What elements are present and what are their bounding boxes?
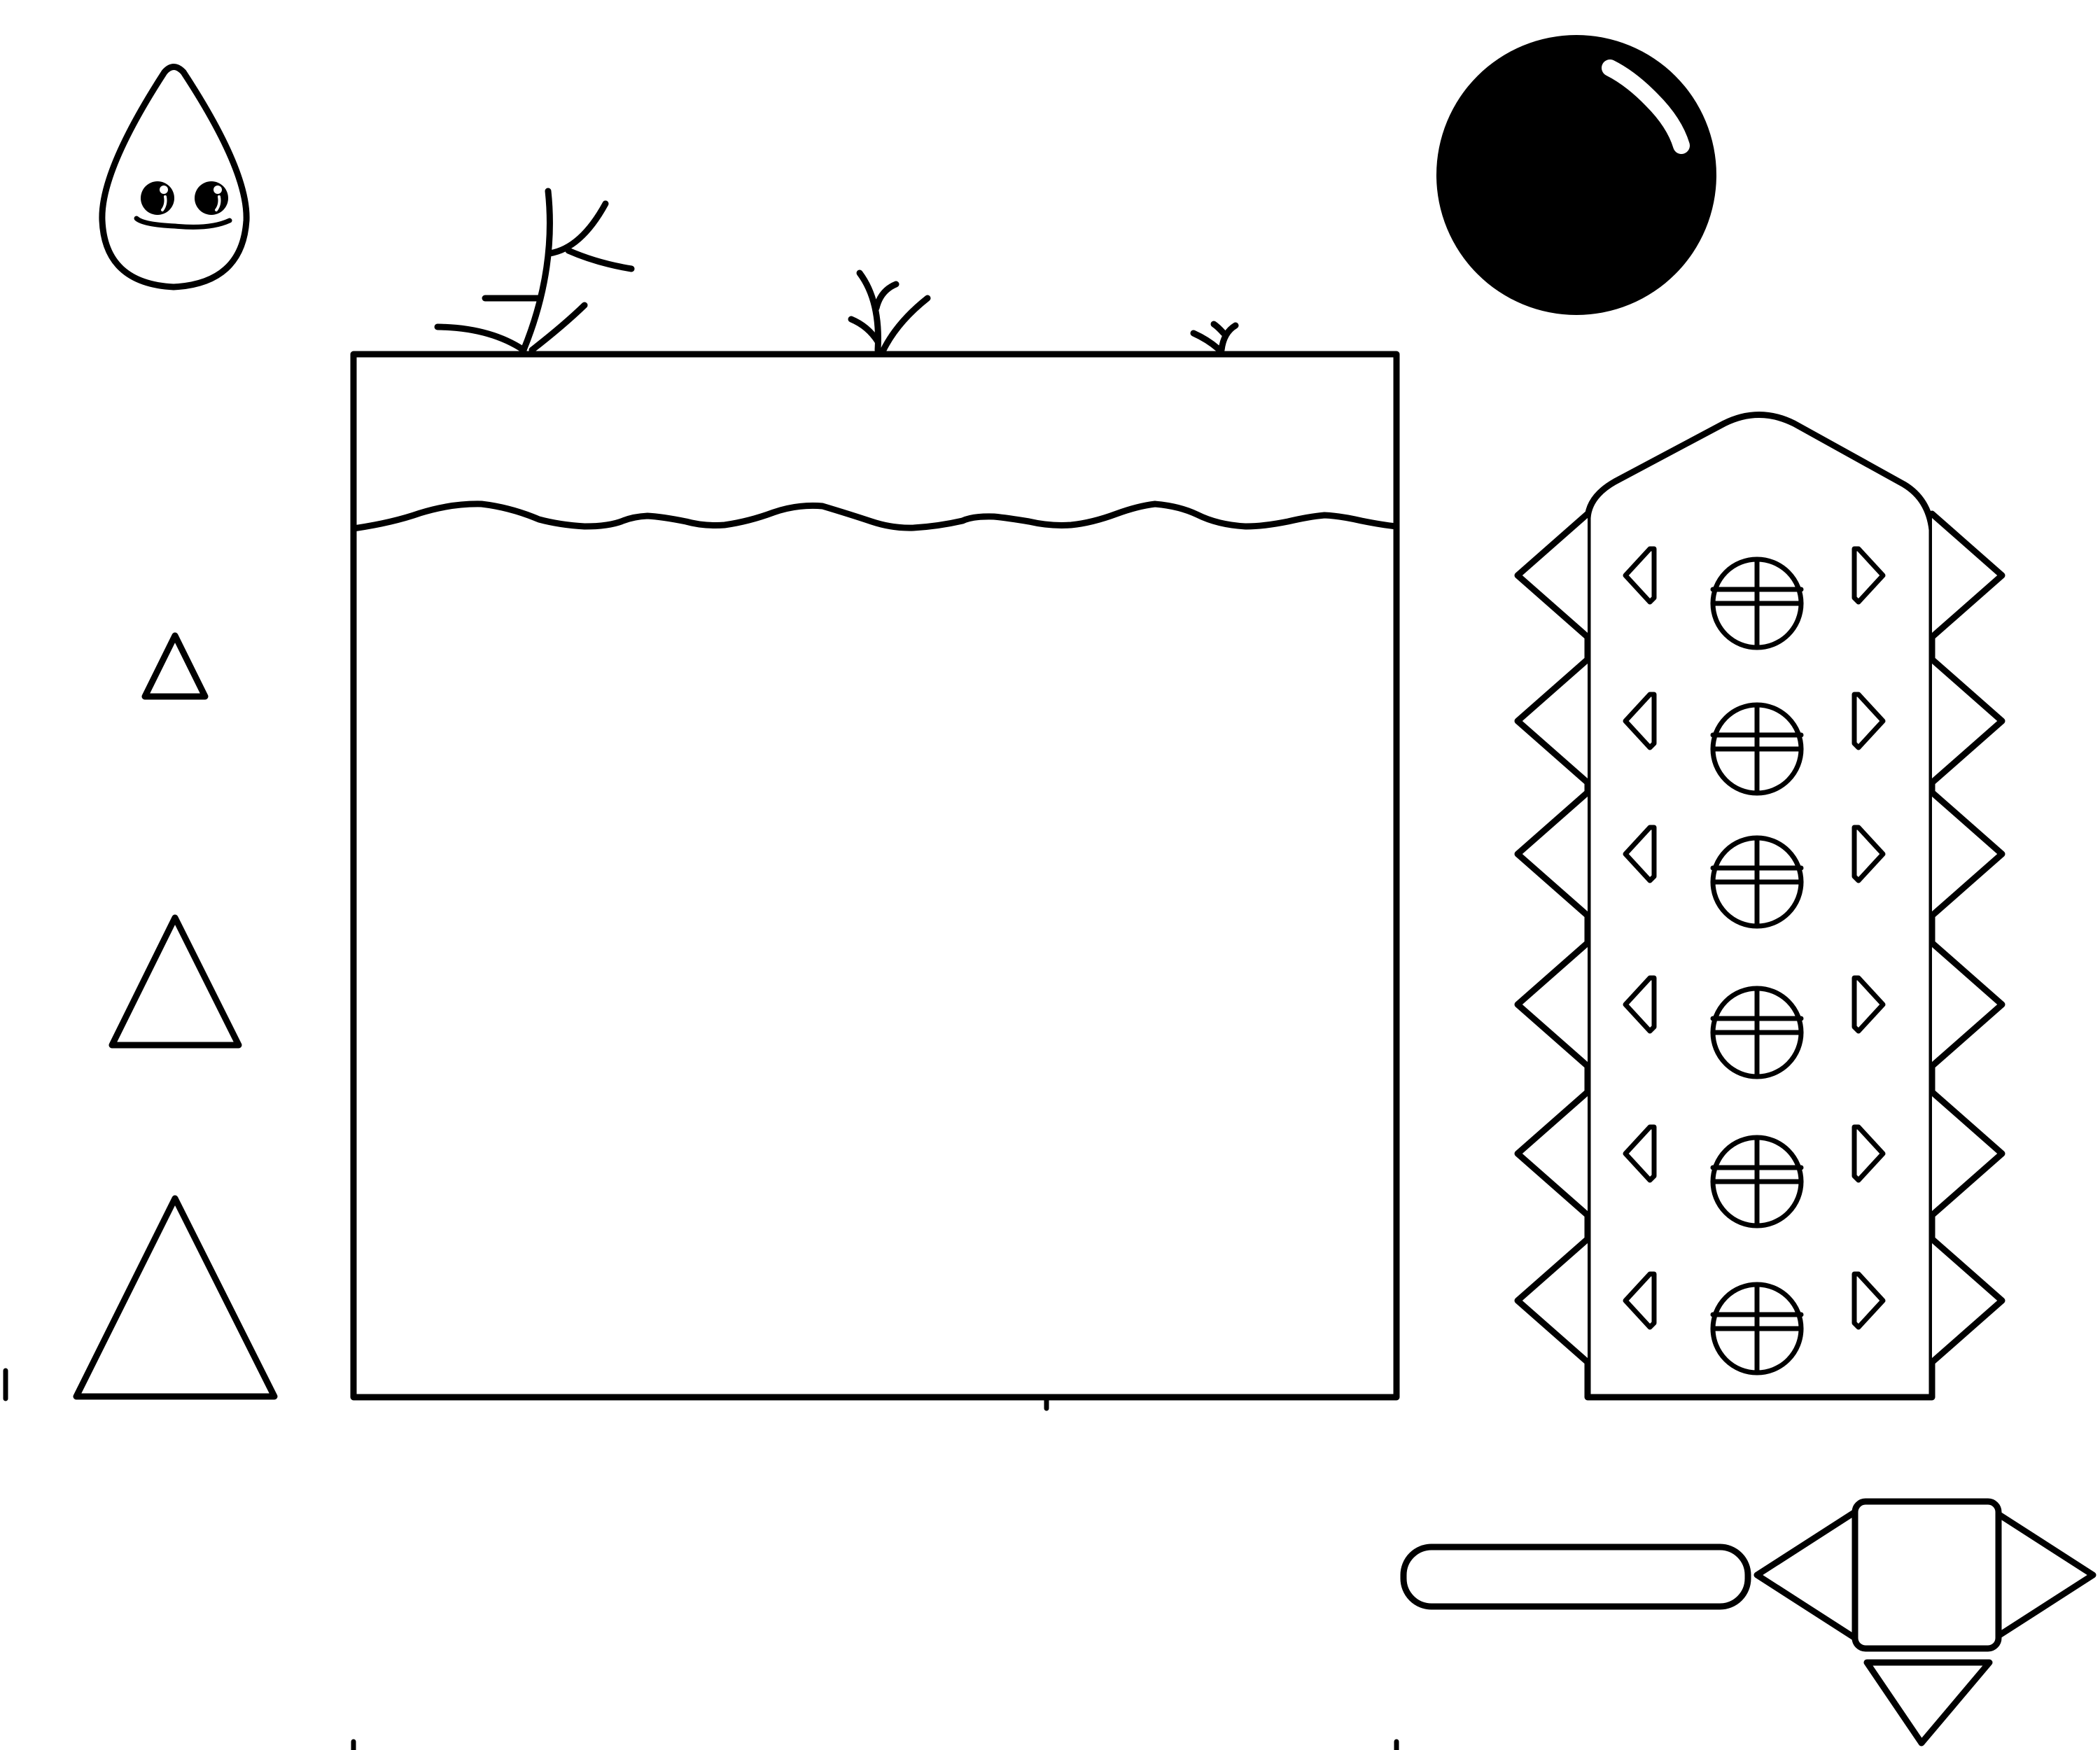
seedling-icon	[434, 188, 1239, 354]
tower-window-cross	[1710, 986, 1804, 1079]
tower-window-right	[1851, 975, 1886, 1034]
water-tank	[350, 351, 1400, 1401]
spiky-tower	[1514, 412, 2005, 1401]
tower-window-right	[1851, 1124, 1886, 1183]
tower-spike-left	[1514, 789, 1591, 919]
tower-spike-right	[1928, 789, 2005, 919]
black-ball-icon	[1436, 35, 1716, 315]
tower-window-cross	[1710, 835, 1804, 929]
tower-spike-right	[1928, 939, 2005, 1070]
tower-window-right	[1851, 692, 1886, 750]
tower-window-left	[1623, 1124, 1657, 1183]
large-triangle	[73, 1195, 278, 1400]
tick-marks	[3, 1368, 1399, 1750]
tower-window-cross	[1710, 702, 1804, 796]
tower-spike-left	[1514, 1236, 1591, 1366]
arrow-cross-block	[1754, 1498, 2096, 1746]
tower-window-cross	[1710, 556, 1804, 650]
tower-spike-left	[1514, 939, 1591, 1070]
tower-window-right	[1851, 1271, 1886, 1330]
water-drop-icon	[99, 64, 250, 290]
pill-bar	[1400, 1544, 1751, 1610]
tower-window-left	[1623, 1271, 1657, 1330]
medium-triangle	[108, 914, 242, 1049]
tower-window-cross	[1710, 1135, 1804, 1228]
water-surface-wave	[350, 500, 1400, 532]
tower-spike-right	[1928, 1236, 2005, 1366]
tower-spike-left	[1514, 510, 1591, 640]
tower-spike-right	[1928, 656, 2005, 786]
tower-spike-left	[1514, 656, 1591, 786]
tower-window-left	[1623, 975, 1657, 1034]
tower-spike-right	[1928, 1088, 2005, 1219]
tower-window-left	[1623, 692, 1657, 750]
small-triangle	[141, 632, 209, 700]
tower-spike-left	[1514, 1088, 1591, 1219]
tower-window-right	[1851, 546, 1886, 605]
tower-window-left	[1623, 546, 1657, 605]
tower-window-left	[1623, 825, 1657, 883]
tower-window-cross	[1710, 1282, 1804, 1376]
tower-window-right	[1851, 825, 1886, 883]
tower-spike-right	[1928, 510, 2005, 640]
